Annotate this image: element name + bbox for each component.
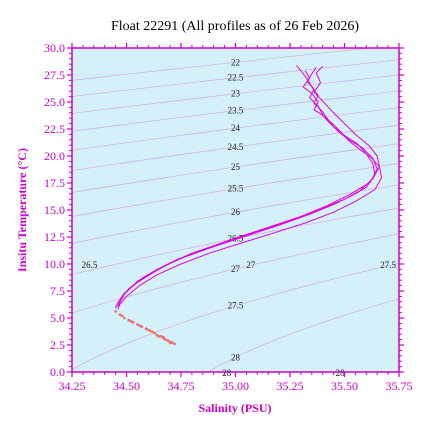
deep-points (114, 310, 176, 346)
deep-point (149, 329, 152, 333)
deep-point (170, 341, 174, 345)
isopycnal-label: 26 (231, 207, 241, 217)
chart-title: Float 22291 (All profiles as of 26 Feb 2… (111, 19, 359, 34)
density-label: 28 (222, 368, 232, 378)
y-tick-label: 22.5 (44, 122, 65, 136)
isopycnal-label: 28 (231, 352, 241, 362)
isopycnal-line (72, 163, 399, 217)
x-axis-label: Salinity (PSU) (198, 401, 271, 415)
x-tick-label: 35.25 (277, 379, 304, 393)
x-tick-label: 35.50 (331, 379, 358, 393)
deep-point (146, 328, 150, 332)
isopycnal-line (72, 74, 399, 114)
deep-point (136, 323, 139, 326)
y-axis: 0.0 2.5 5.0 7.5 10.0 12.5 15.0 17.5 20.0 22.5 25.0… (44, 41, 404, 379)
deep-point (144, 327, 148, 331)
deep-point (160, 335, 163, 338)
isopycnal-label: 22 (231, 57, 240, 67)
isopycnal-label: 27.5 (228, 301, 244, 311)
deep-point (173, 342, 176, 346)
isopycnal-line (206, 298, 399, 372)
y-tick-label: 0.0 (50, 365, 65, 379)
deep-point (166, 339, 170, 343)
deep-point (157, 335, 161, 338)
y-tick-label: 20.0 (44, 149, 65, 163)
deep-point (153, 331, 157, 335)
deep-point (118, 313, 122, 317)
x-tick-label: 35.00 (222, 379, 249, 393)
isopycnal-line (72, 184, 399, 244)
y-tick-label: 5.0 (50, 311, 65, 325)
profile-lines (115, 64, 383, 310)
y-tick-label: 30.0 (44, 41, 65, 55)
deep-point (140, 325, 144, 328)
x-tick-label: 34.50 (113, 379, 140, 393)
isopycnal-line (72, 263, 399, 371)
isopycnal-line (72, 207, 399, 275)
isopycnal-label: 25.5 (228, 184, 244, 194)
deep-point (155, 333, 159, 337)
y-tick-label: 25.0 (44, 95, 65, 109)
profile-line (117, 66, 380, 307)
x-tick-label: 35.75 (386, 379, 413, 393)
deep-point (120, 314, 124, 318)
isopycnal-label: 24 (231, 123, 241, 133)
isopycnal-label: 23.5 (228, 106, 244, 116)
deep-point (131, 320, 135, 324)
x-tick-label: 34.75 (168, 379, 195, 393)
deep-point (114, 310, 117, 313)
density-label: 27 (246, 260, 256, 270)
isopycnal-label: 27 (231, 264, 241, 274)
density-label: 28 (336, 368, 346, 378)
density-label: 26.5 (82, 260, 98, 270)
plot-area (72, 48, 399, 372)
deep-point (151, 330, 155, 334)
density-label: 27.5 (380, 260, 396, 270)
y-tick-label: 10.0 (44, 257, 65, 271)
y-tick-label: 12.5 (44, 230, 65, 244)
deep-point (127, 318, 131, 322)
deep-point (138, 324, 142, 327)
x-tick-label: 34.25 (59, 379, 86, 393)
isopycnal-label: 24.5 (228, 142, 244, 152)
isopycnal-label: 22.5 (228, 73, 244, 83)
isopycnal-line (72, 59, 399, 97)
isopycnal-line (72, 90, 399, 132)
x-axis: 34.25 34.50 34.75 35.00 35.25 35.50 35.75 (59, 43, 413, 393)
isopycnal-label: 25 (231, 162, 241, 172)
y-axis-label: Insitu Temperature (°C) (15, 148, 29, 272)
y-tick-label: 7.5 (50, 284, 65, 298)
isopycnal-label: 23 (231, 89, 241, 99)
deep-point (168, 341, 172, 345)
deep-point (129, 319, 133, 323)
y-tick-label: 17.5 (44, 176, 65, 190)
y-tick-label: 2.5 (50, 338, 65, 352)
y-tick-label: 27.5 (44, 68, 65, 82)
deep-point (122, 316, 126, 320)
y-tick-label: 15.0 (44, 203, 65, 217)
isopycnal-lines (72, 48, 399, 372)
deep-point (164, 338, 168, 341)
deep-point (162, 336, 166, 339)
